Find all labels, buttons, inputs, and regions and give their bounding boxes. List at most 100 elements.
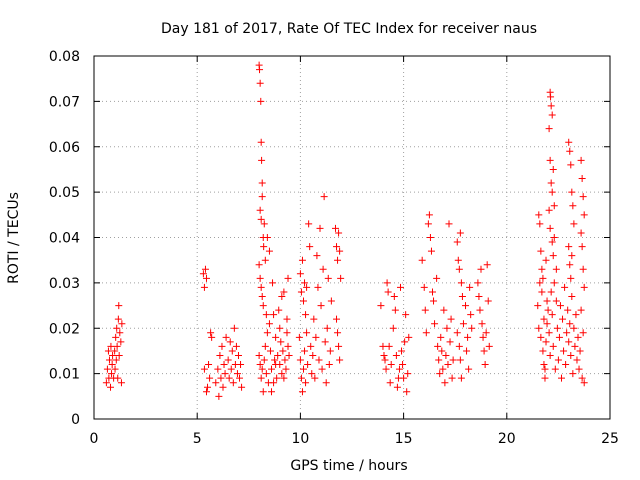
- data-point: [477, 265, 485, 273]
- data-point: [280, 374, 288, 382]
- data-point: [205, 361, 213, 369]
- data-point: [275, 306, 283, 314]
- data-point: [455, 265, 463, 273]
- data-point: [465, 365, 473, 373]
- y-tick-label: 0.01: [49, 367, 80, 383]
- data-point: [539, 274, 547, 282]
- data-point: [549, 252, 557, 260]
- data-point: [390, 292, 398, 300]
- data-point: [547, 288, 555, 296]
- data-point: [262, 311, 270, 319]
- data-point: [474, 279, 482, 287]
- data-point: [334, 256, 342, 264]
- data-point: [377, 302, 385, 310]
- data-point: [222, 333, 230, 341]
- data-point: [575, 365, 583, 373]
- data-point: [297, 288, 305, 296]
- data-point: [542, 338, 550, 346]
- data-point: [333, 315, 341, 323]
- data-point: [384, 288, 392, 296]
- data-point: [400, 374, 408, 382]
- data-point: [567, 351, 575, 359]
- data-point: [117, 338, 125, 346]
- data-point: [437, 333, 445, 341]
- data-point: [402, 311, 410, 319]
- data-point: [475, 292, 483, 300]
- data-point: [538, 288, 546, 296]
- data-point: [573, 356, 581, 364]
- data-point: [257, 215, 265, 223]
- data-point: [468, 324, 476, 332]
- data-point: [103, 365, 111, 373]
- data-point: [571, 342, 579, 350]
- data-point: [326, 347, 334, 355]
- data-point: [580, 211, 588, 219]
- chart-title: Day 181 of 2017, Rate Of TEC Index for r…: [161, 21, 537, 37]
- data-point: [258, 156, 266, 164]
- gridlines: [94, 56, 610, 419]
- data-point: [547, 179, 555, 187]
- data-point: [542, 256, 550, 264]
- data-point: [550, 202, 558, 210]
- data-point: [306, 243, 314, 251]
- data-point: [280, 288, 288, 296]
- data-point: [454, 256, 462, 264]
- data-point: [382, 365, 390, 373]
- data-point: [543, 297, 551, 305]
- data-point: [537, 247, 545, 255]
- data-point: [302, 379, 310, 387]
- data-point: [201, 265, 209, 273]
- data-point: [395, 365, 403, 373]
- data-point: [554, 356, 562, 364]
- data-point: [431, 320, 439, 328]
- data-point: [219, 383, 227, 391]
- data-point: [258, 193, 266, 201]
- data-point: [257, 283, 265, 291]
- data-point: [312, 333, 320, 341]
- data-point: [258, 292, 266, 300]
- data-point: [114, 315, 122, 323]
- data-point: [111, 365, 119, 373]
- data-point: [261, 256, 269, 264]
- data-point: [111, 347, 119, 355]
- data-point: [537, 333, 545, 341]
- data-point: [304, 361, 312, 369]
- y-tick-label: 0.08: [49, 49, 80, 65]
- data-point: [309, 351, 317, 359]
- data-point: [568, 292, 576, 300]
- data-point: [457, 374, 465, 382]
- data-point: [440, 306, 448, 314]
- data-point: [208, 333, 216, 341]
- data-point: [308, 370, 316, 378]
- data-point: [570, 324, 578, 332]
- data-point: [333, 243, 341, 251]
- data-point: [578, 243, 586, 251]
- data-point: [443, 324, 451, 332]
- data-point: [548, 311, 556, 319]
- data-point: [559, 315, 567, 323]
- data-point: [457, 279, 465, 287]
- data-point: [256, 66, 264, 74]
- data-point: [336, 356, 344, 364]
- data-point: [393, 383, 401, 391]
- data-point: [547, 102, 555, 110]
- data-point: [435, 356, 443, 364]
- data-point: [277, 338, 285, 346]
- data-point: [331, 224, 339, 232]
- data-point: [433, 274, 441, 282]
- y-tick-label: 0.04: [49, 231, 80, 247]
- data-point: [556, 302, 564, 310]
- data-points: [102, 61, 588, 400]
- data-point: [218, 342, 226, 350]
- data-point: [463, 347, 471, 355]
- data-point: [204, 383, 212, 391]
- data-point: [569, 202, 577, 210]
- data-point: [259, 388, 267, 396]
- data-point: [418, 256, 426, 264]
- data-point: [268, 388, 276, 396]
- data-point: [555, 333, 563, 341]
- data-point: [579, 265, 587, 273]
- data-point: [476, 306, 484, 314]
- data-point: [336, 247, 344, 255]
